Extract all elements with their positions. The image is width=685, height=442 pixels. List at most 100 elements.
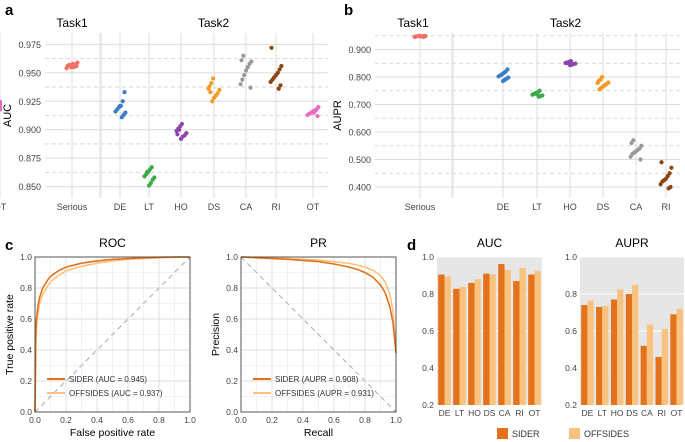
data-point	[315, 113, 320, 119]
x-tick-label: LT	[455, 408, 464, 418]
bar	[676, 308, 683, 405]
data-point	[276, 86, 281, 91]
data-point	[208, 90, 213, 95]
y-tick-label: 0.6	[565, 326, 577, 336]
y-tick-label: 0.600	[348, 128, 371, 138]
data-point	[145, 169, 150, 174]
data-point	[178, 136, 184, 141]
x-tick-label: DS	[626, 408, 638, 418]
data-point	[500, 79, 506, 84]
bar	[498, 264, 505, 405]
x-tick-label: OT	[0, 202, 7, 212]
y-tick-label: 0.800	[348, 73, 371, 83]
bar	[453, 288, 460, 405]
x-tick-label: 0.6	[328, 415, 340, 425]
data-point	[533, 91, 538, 96]
y-tick-label: 0.400	[348, 183, 371, 193]
y-tick-label: 0.700	[348, 100, 371, 110]
x-tick-label: HO	[468, 408, 481, 418]
data-point	[210, 99, 215, 104]
bar	[625, 294, 632, 405]
y-tick-label: 0.8	[422, 289, 434, 299]
y-tick-label: 0.925	[18, 97, 41, 107]
x-tick-label: DS	[208, 202, 221, 212]
bar	[646, 324, 654, 405]
y-tick-label: 1.0	[226, 252, 238, 262]
bar	[640, 345, 647, 405]
bar	[468, 282, 475, 405]
y-tick-label: 0.850	[18, 182, 41, 192]
facet-label-task2: Task2	[198, 16, 230, 30]
data-point	[597, 87, 602, 92]
x-tick-label: DS	[597, 202, 610, 212]
data-point	[659, 160, 664, 165]
chart-title: ROC	[99, 236, 126, 250]
x-tick-label: DE	[114, 202, 127, 212]
x-tick-label: RI	[515, 408, 524, 418]
bar	[519, 268, 526, 405]
bar	[596, 306, 603, 405]
facet-label-task1: Task1	[397, 16, 429, 30]
x-tick-label: RI	[662, 202, 671, 212]
data-point	[247, 61, 252, 66]
bar	[459, 286, 466, 405]
x-tick-label: 0.2	[266, 415, 278, 425]
data-point	[209, 80, 214, 86]
panel-letter: b	[344, 2, 353, 19]
bar	[587, 300, 594, 405]
data-point	[277, 67, 282, 72]
data-point	[238, 82, 243, 87]
x-tick-label: LT	[144, 202, 154, 212]
x-tick-label: HO	[563, 202, 577, 212]
data-point	[245, 65, 250, 70]
chart-title: AUPR	[615, 236, 649, 250]
facet-task1-background	[375, 33, 451, 198]
y-axis-label: AUPR	[332, 100, 344, 131]
legend-label: OFFSIDES (AUPR = 0.931)	[275, 389, 374, 398]
y-tick-label: 1.0	[565, 252, 577, 262]
x-tick-label: CA	[641, 408, 653, 418]
data-point	[305, 112, 310, 118]
y-tick-label: 0.500	[348, 155, 371, 165]
x-tick-label: CA	[499, 408, 511, 418]
bar	[581, 305, 588, 405]
y-axis-label: True positive rate	[4, 294, 16, 375]
bar	[438, 274, 445, 405]
y-tick-label: 0.0	[20, 407, 32, 417]
y-tick-label: 1.0	[20, 252, 32, 262]
x-tick-label: DE	[497, 202, 510, 212]
facet-label-task2: Task2	[550, 16, 582, 30]
y-tick-label: 0.4	[565, 363, 577, 373]
bar	[617, 289, 624, 405]
data-point	[211, 95, 217, 100]
bar	[474, 279, 481, 405]
data-point	[146, 183, 152, 188]
data-point	[177, 127, 182, 132]
legend-swatch	[497, 428, 508, 439]
bar	[534, 270, 541, 405]
data-point	[413, 34, 418, 39]
panel-a: a Task1 Task2 0.850 0.875 0.900 0.925 0.950 0.97…	[2, 2, 328, 212]
y-tick-label: 0.2	[422, 400, 434, 410]
data-point	[268, 79, 273, 85]
data-point	[120, 99, 125, 104]
reference-line	[34, 256, 191, 413]
x-tick-label: RI	[657, 408, 666, 418]
x-tick-label: RI	[272, 202, 281, 212]
data-point	[669, 165, 674, 170]
panel-c: c ROC0.00.00.20.20.40.40.60.60.80.81.01.0…	[4, 236, 402, 439]
legend-label: OFFSIDES (AUC = 0.937)	[69, 389, 163, 398]
data-point	[269, 45, 274, 50]
data-point	[629, 140, 634, 146]
x-tick-label: 0.8	[153, 415, 165, 425]
panel-letter: d	[407, 237, 416, 254]
data-point	[658, 182, 663, 187]
y-tick-label: 0.2	[565, 400, 577, 410]
y-tick-label: 0.4	[20, 345, 32, 355]
data-point	[419, 34, 424, 39]
y-tick-label: 1.0	[422, 252, 434, 262]
x-tick-label: HO	[611, 408, 624, 418]
y-tick-label: 0.0	[226, 407, 238, 417]
data-point	[150, 177, 155, 182]
